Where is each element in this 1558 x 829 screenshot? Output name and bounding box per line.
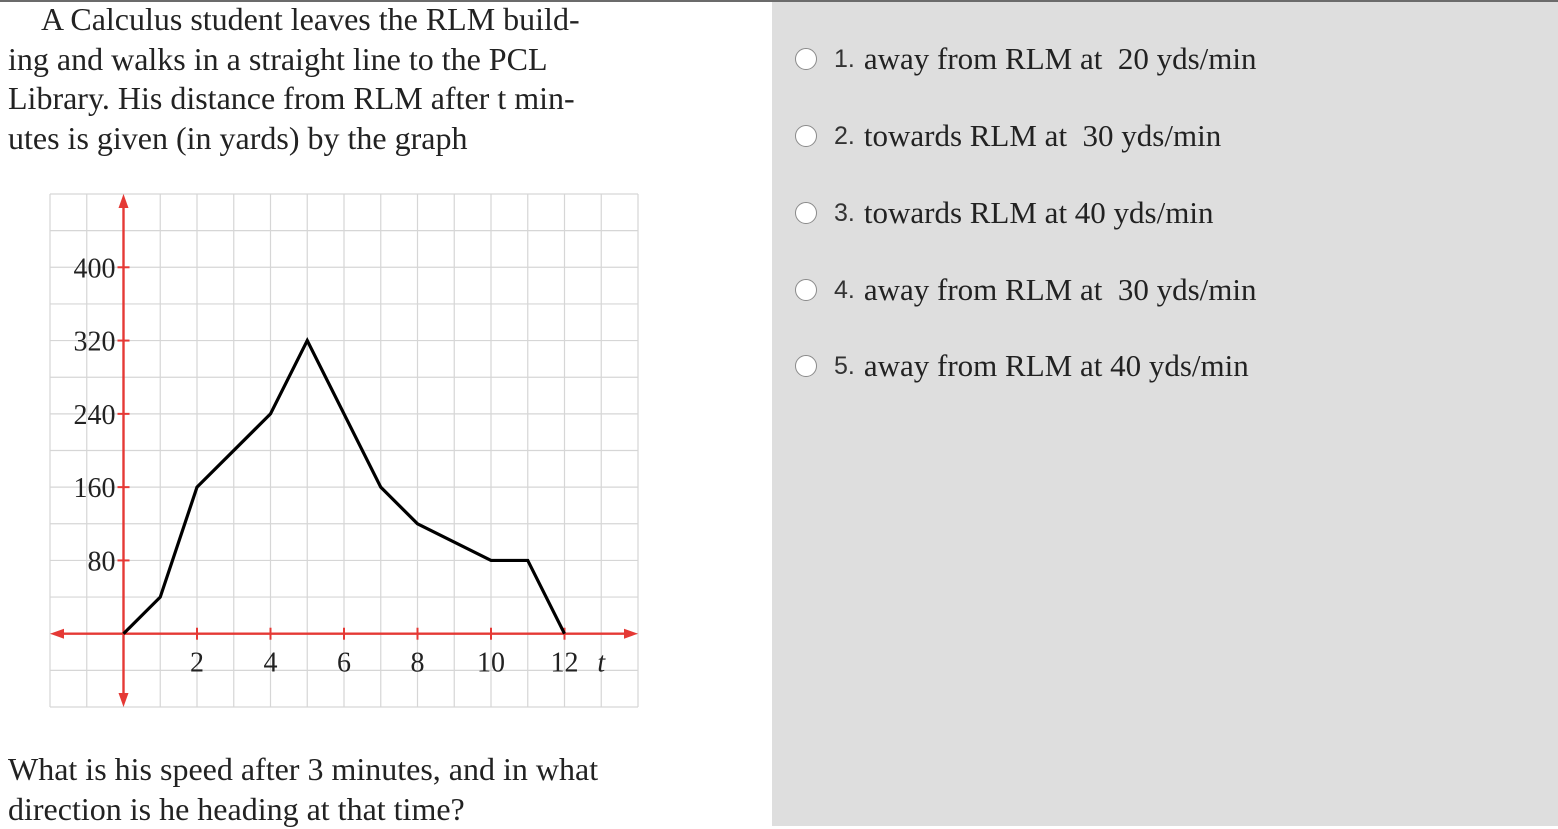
choice-2[interactable]: 2. towards RLM at 30 yds/min	[795, 116, 1395, 156]
radio-button[interactable]	[795, 48, 817, 70]
x-tick-label: 12	[551, 648, 579, 679]
y-tick-label: 160	[74, 473, 116, 504]
radio-button[interactable]	[795, 202, 817, 224]
y-tick-label: 400	[74, 253, 116, 284]
x-axis-arrow	[50, 629, 64, 639]
prompt-line: What is his speed after 3 minutes, and i…	[8, 750, 708, 790]
x-tick-label: 2	[190, 648, 204, 679]
choice-label: towards RLM at 40 yds/min	[864, 195, 1214, 231]
choice-label: away from RLM at 20 yds/min	[864, 41, 1257, 77]
x-tick-label: 8	[411, 648, 425, 679]
prompt-line: direction is he heading at that time?	[8, 790, 708, 829]
x-axis-arrow	[624, 629, 638, 639]
choice-number: 5.	[834, 352, 855, 381]
prompt-text: What is his speed after 3 minutes, and i…	[8, 750, 708, 829]
choice-label: away from RLM at 30 yds/min	[864, 272, 1257, 308]
choice-label: away from RLM at 40 yds/min	[864, 348, 1249, 384]
choice-number: 1.	[834, 45, 855, 74]
y-tick-label: 320	[74, 327, 116, 358]
question-pane: A Calculus student leaves the RLM build-…	[0, 2, 772, 826]
radio-button[interactable]	[795, 355, 817, 377]
radio-button[interactable]	[795, 279, 817, 301]
choice-number: 2.	[834, 122, 855, 151]
y-tick-label: 240	[74, 400, 116, 431]
choice-number: 4.	[834, 276, 855, 305]
y-tick-label: 80	[88, 546, 116, 577]
choice-number: 3.	[834, 199, 855, 228]
radio-button[interactable]	[795, 125, 817, 147]
distance-graph: 2 4 6 8 10 12 t 80 160 240 320 400	[0, 2, 772, 742]
choice-3[interactable]: 3. towards RLM at 40 yds/min	[795, 193, 1395, 233]
y-axis-arrow	[119, 194, 129, 208]
x-tick-label: 10	[477, 648, 505, 679]
choice-4[interactable]: 4. away from RLM at 30 yds/min	[795, 270, 1395, 310]
x-tick-label: 4	[264, 648, 278, 679]
y-axis-arrow	[119, 693, 129, 707]
choice-1[interactable]: 1. away from RLM at 20 yds/min	[795, 39, 1395, 79]
x-tick-label: 6	[337, 648, 351, 679]
choice-5[interactable]: 5. away from RLM at 40 yds/min	[795, 346, 1395, 386]
x-axis-label: t	[597, 648, 606, 679]
choice-label: towards RLM at 30 yds/min	[864, 118, 1221, 154]
